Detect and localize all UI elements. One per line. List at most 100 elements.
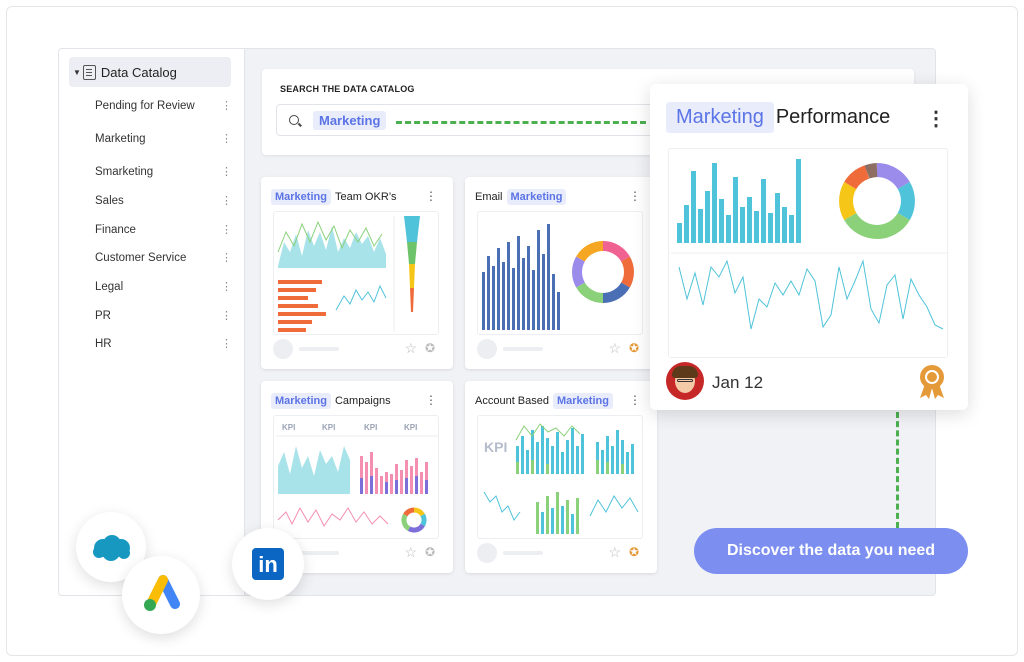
more-options-icon[interactable]: ⋮	[221, 252, 232, 264]
caret-down-icon[interactable]: ▼	[73, 67, 81, 77]
bar	[621, 440, 624, 474]
star-icon[interactable]: ☆	[404, 340, 417, 356]
bar	[497, 248, 500, 330]
featured-date: Jan 12	[712, 373, 764, 392]
certified-badge-icon: ✪	[424, 545, 435, 559]
dashboard-card-team-okrs[interactable]: Marketing Team OKR’s ⋮	[261, 177, 453, 369]
bar	[561, 506, 564, 534]
featured-dashboard-card[interactable]: Marketing Performance ⋮	[650, 84, 968, 410]
more-options-icon[interactable]: ⋮	[926, 108, 946, 130]
sidebar-item-hr[interactable]: HR ⋮	[95, 337, 232, 351]
more-options-icon[interactable]: ⋮	[221, 338, 232, 350]
hbar	[278, 304, 318, 308]
bar	[556, 492, 559, 534]
email-thumbnail-svg	[482, 224, 634, 330]
bar	[611, 446, 614, 474]
discover-data-button[interactable]: Discover the data you need	[694, 528, 968, 574]
bar	[566, 440, 569, 474]
linkedin-integration[interactable]: in	[232, 528, 304, 600]
text-placeholder	[299, 551, 339, 555]
bar	[370, 452, 373, 494]
bar	[551, 446, 554, 474]
text-placeholder	[299, 347, 339, 351]
sidebar-item-customer-service[interactable]: Customer Service ⋮	[95, 251, 232, 265]
star-icon[interactable]: ☆	[608, 544, 621, 560]
user-avatar[interactable]	[666, 362, 704, 400]
bar	[546, 438, 549, 474]
avatar-placeholder	[273, 339, 293, 359]
bar	[631, 444, 634, 474]
funnel-segment	[410, 288, 414, 312]
more-options-icon[interactable]: ⋮	[221, 195, 232, 207]
bar	[360, 478, 363, 494]
sidebar-item-sales[interactable]: Sales ⋮	[95, 194, 232, 208]
sidebar-header-data-catalog[interactable]: ▼ Data Catalog	[69, 57, 231, 87]
bar	[405, 460, 408, 494]
bar	[531, 460, 534, 474]
bar	[541, 426, 544, 474]
more-options-icon[interactable]: ⋮	[221, 224, 232, 236]
search-tag-marketing[interactable]: Marketing	[313, 110, 387, 130]
more-options-icon[interactable]: ⋮	[221, 100, 232, 112]
bar	[395, 480, 398, 494]
more-options-icon[interactable]: ⋮	[425, 189, 437, 203]
bar	[395, 464, 398, 494]
sidebar: ▼ Data Catalog Pending for Review ⋮ Marke…	[59, 49, 245, 595]
sidebar-item-label: PR	[95, 309, 111, 322]
more-options-icon[interactable]: ⋮	[629, 393, 641, 407]
hbar	[278, 296, 308, 300]
dashboard-card-account-based-marketing[interactable]: Account Based Marketing ⋮ KPI	[465, 381, 657, 573]
donut-segment	[844, 212, 878, 239]
donut-segment	[844, 165, 870, 190]
bar	[390, 474, 393, 494]
more-options-icon[interactable]: ⋮	[221, 166, 232, 178]
text-placeholder	[503, 347, 543, 351]
card-title: Email Marketing	[475, 189, 567, 205]
bar	[789, 215, 794, 243]
donut-segment	[420, 513, 427, 527]
app-window: ▼ Data Catalog Pending for Review ⋮ Marke…	[58, 48, 936, 596]
google-ads-integration[interactable]	[122, 556, 200, 634]
bar	[552, 274, 555, 330]
star-icon[interactable]: ☆	[404, 544, 417, 560]
donut-segment	[876, 163, 910, 190]
line-series	[678, 259, 944, 330]
card-tag: Marketing	[271, 393, 331, 409]
bar	[596, 442, 599, 474]
more-options-icon[interactable]: ⋮	[629, 189, 641, 203]
sidebar-item-legal[interactable]: Legal ⋮	[95, 280, 232, 294]
bar	[526, 450, 529, 474]
more-options-icon[interactable]: ⋮	[221, 310, 232, 322]
bar	[425, 462, 428, 494]
sidebar-item-label: Legal	[95, 280, 124, 293]
line-series	[277, 506, 389, 527]
sidebar-item-pr[interactable]: PR ⋮	[95, 309, 232, 323]
sidebar-item-smarketing[interactable]: Smarketing ⋮	[95, 165, 232, 179]
bar	[621, 464, 624, 474]
hbar	[278, 288, 316, 292]
bar	[516, 446, 519, 474]
card-title-text: Campaigns	[334, 395, 391, 407]
search-input[interactable]: Marketing	[276, 104, 656, 136]
dashboard-card-email-marketing[interactable]: Email Marketing ⋮	[465, 177, 657, 369]
more-options-icon[interactable]: ⋮	[221, 281, 232, 293]
sidebar-item-finance[interactable]: Finance ⋮	[95, 223, 232, 237]
bar	[551, 508, 554, 534]
card-title: Marketing Team OKR’s	[271, 189, 397, 205]
star-icon[interactable]: ☆	[608, 340, 621, 356]
line-series	[515, 423, 581, 441]
card-title-text: Account Based	[475, 395, 549, 407]
bar	[761, 179, 766, 243]
bar	[747, 197, 752, 243]
bar	[561, 452, 564, 474]
more-options-icon[interactable]: ⋮	[425, 393, 437, 407]
bar	[796, 159, 801, 243]
bar	[370, 476, 373, 494]
bar	[740, 207, 745, 243]
donut-segment	[602, 241, 630, 262]
more-options-icon[interactable]: ⋮	[221, 133, 232, 145]
sidebar-item-label: HR	[95, 337, 112, 350]
sidebar-item-pending-for-review[interactable]: Pending for Review ⋮	[95, 99, 232, 113]
certified-badge-icon: ✪	[628, 545, 639, 559]
sidebar-item-marketing[interactable]: Marketing ⋮	[95, 132, 232, 146]
